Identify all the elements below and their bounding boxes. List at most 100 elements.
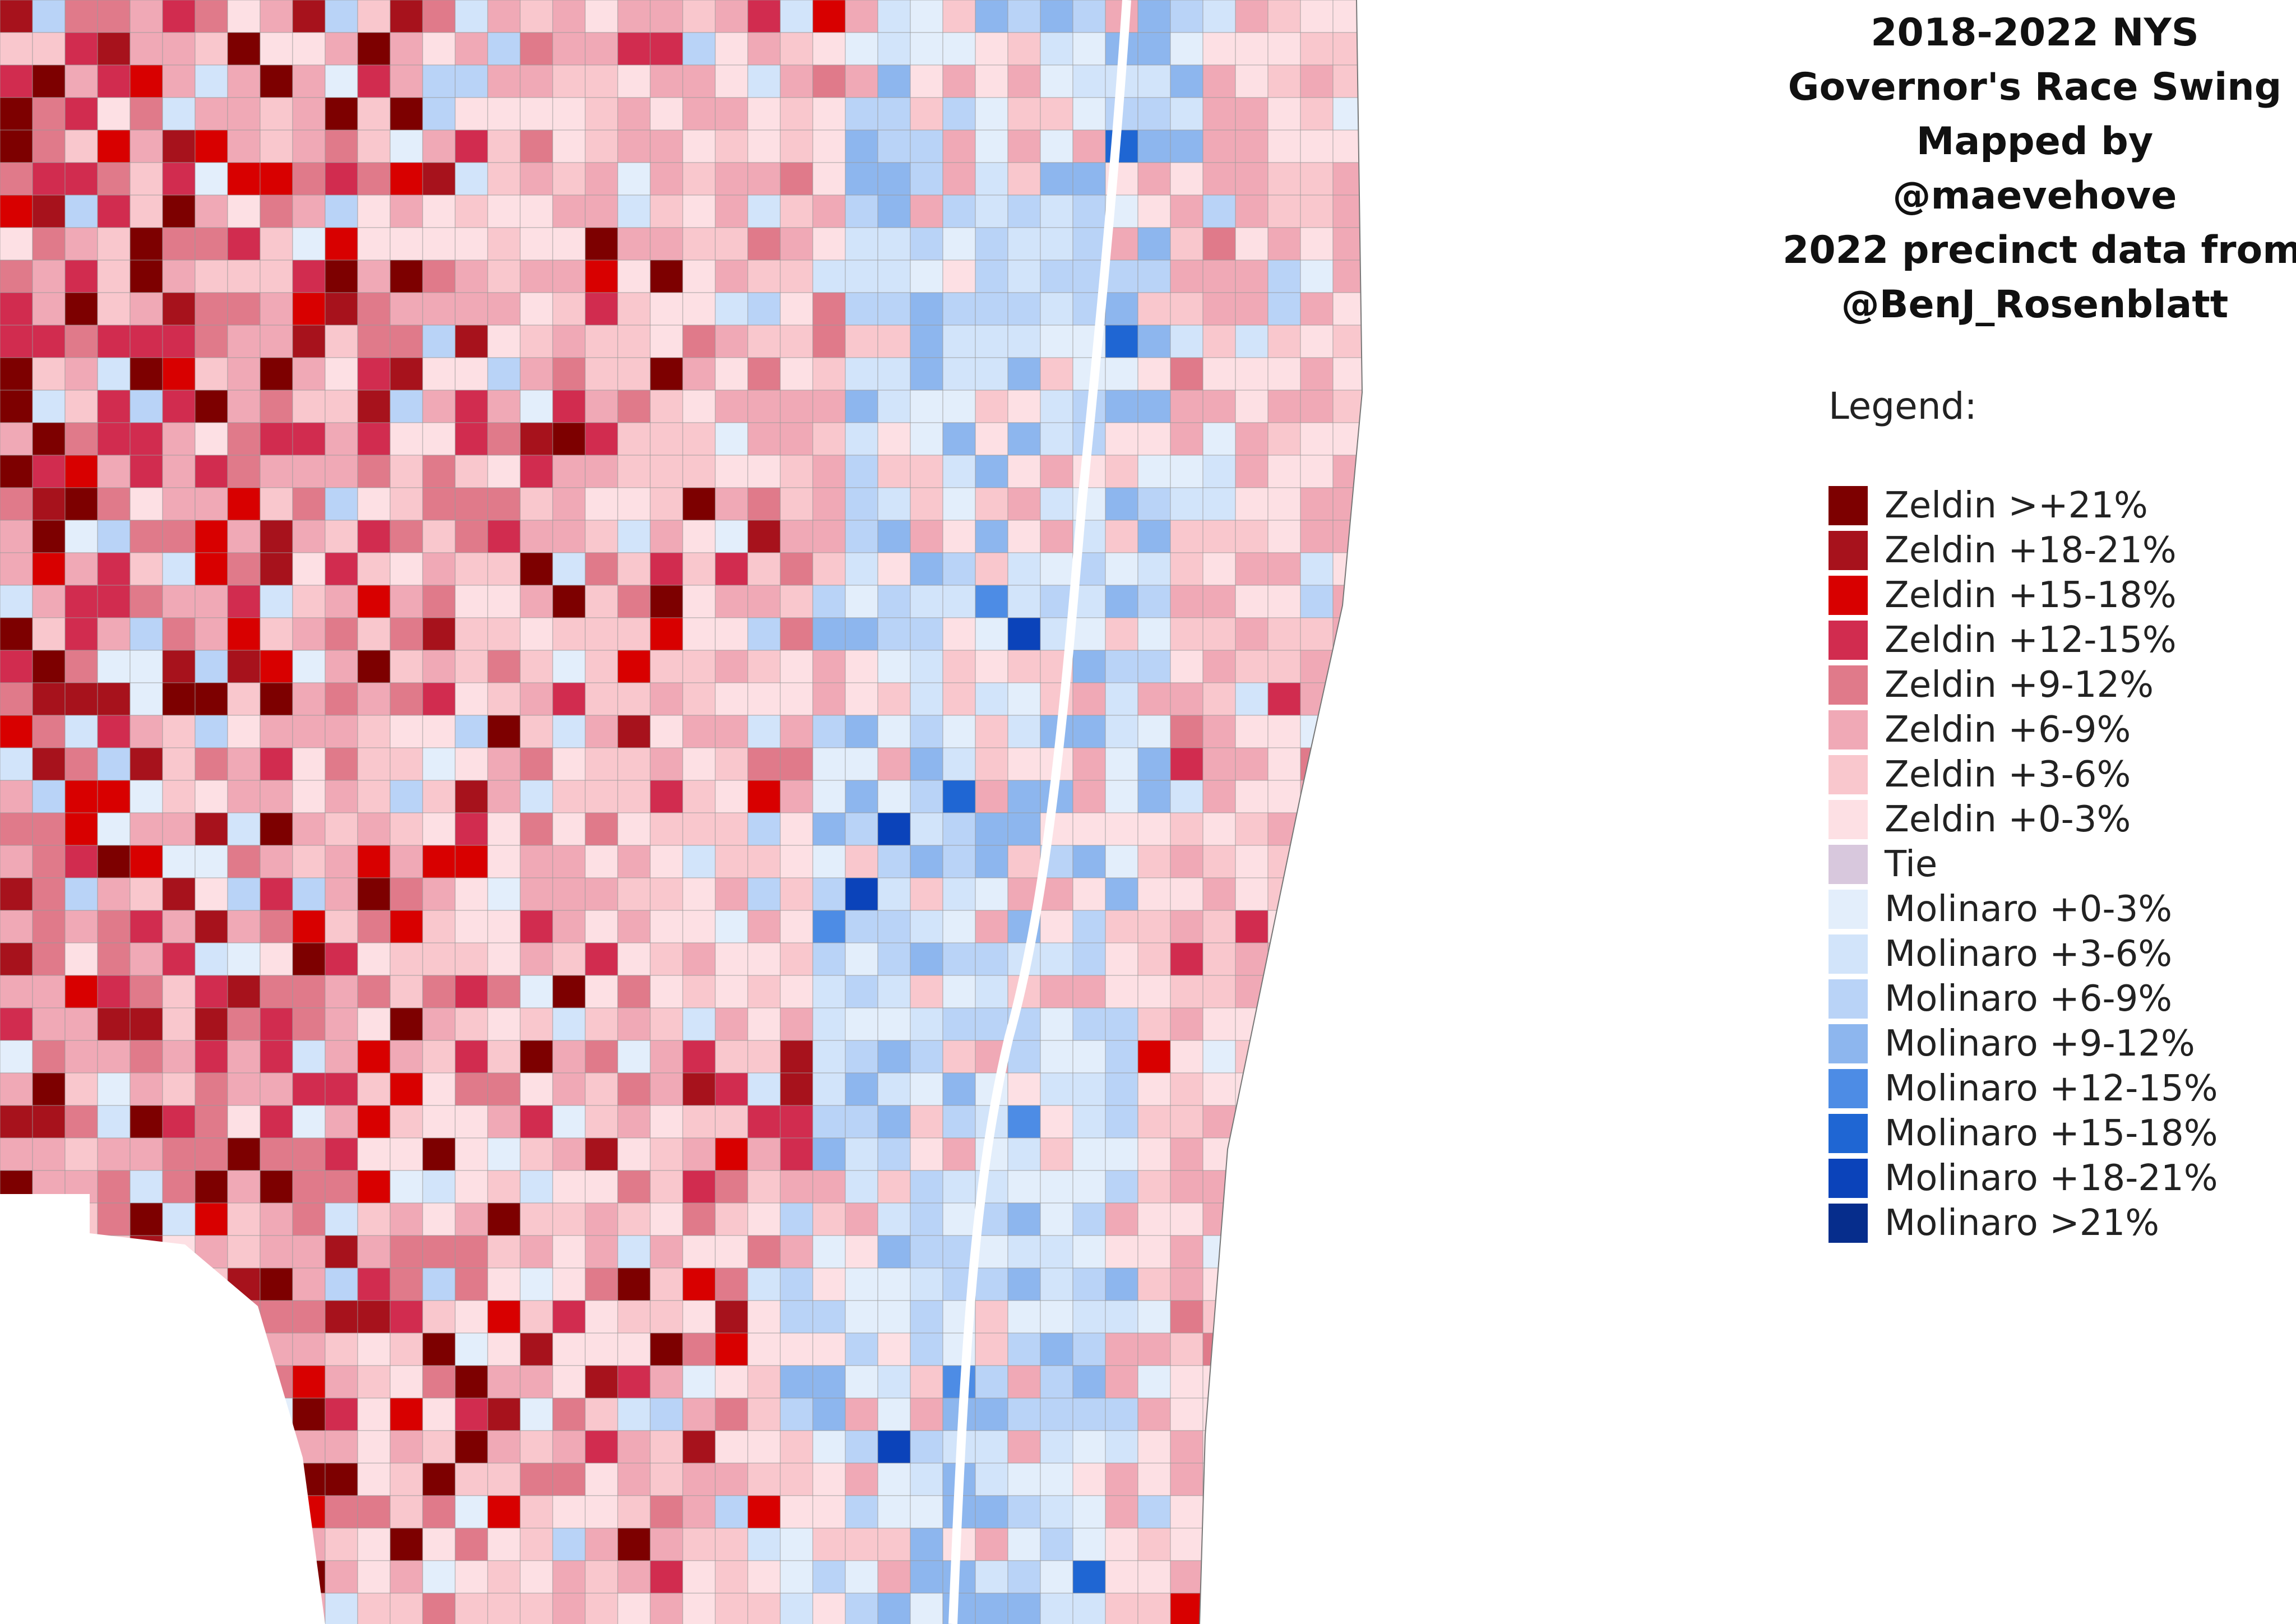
precinct-area	[1007, 260, 1041, 293]
precinct-area	[1170, 227, 1203, 261]
precinct-area	[910, 1267, 943, 1301]
precinct-area	[877, 97, 911, 131]
precinct-area	[260, 552, 293, 586]
precinct-area	[1170, 357, 1203, 391]
precinct-area	[455, 1267, 488, 1301]
precinct-area	[845, 64, 878, 98]
precinct-area	[97, 682, 131, 716]
precinct-area	[682, 682, 716, 716]
precinct-area	[1332, 942, 1362, 976]
precinct-area	[227, 1105, 261, 1139]
precinct-area	[1202, 1267, 1236, 1301]
precinct-area	[942, 1007, 976, 1041]
precinct-area	[1202, 780, 1236, 813]
precinct-area	[877, 32, 911, 66]
precinct-area	[1170, 520, 1203, 553]
precinct-area	[617, 552, 651, 586]
precinct-area	[422, 1560, 456, 1594]
precinct-area	[1267, 195, 1301, 228]
precinct-area	[487, 520, 521, 553]
precinct-area	[715, 520, 748, 553]
precinct-area	[325, 942, 358, 976]
precinct-area	[487, 1430, 521, 1464]
precinct-area	[357, 195, 391, 228]
precinct-area	[357, 1072, 391, 1106]
precinct-area	[1300, 1560, 1334, 1594]
precinct-area	[845, 682, 878, 716]
precinct-area	[877, 1300, 911, 1334]
precinct-area	[357, 910, 391, 943]
precinct-area	[0, 487, 33, 521]
precinct-area	[910, 195, 943, 228]
precinct-area	[877, 390, 911, 423]
precinct-area	[325, 325, 358, 358]
precinct-area	[487, 585, 521, 618]
precinct-area	[97, 32, 131, 66]
precinct-area	[1072, 1560, 1106, 1594]
precinct-area	[910, 1495, 943, 1529]
precinct-area	[390, 1560, 423, 1594]
precinct-area	[747, 1365, 781, 1399]
precinct-area	[812, 1528, 846, 1561]
precinct-area	[1040, 942, 1073, 976]
precinct-area	[1202, 942, 1236, 976]
precinct-area	[162, 845, 196, 878]
precinct-area	[32, 520, 66, 553]
precinct-area	[585, 1332, 618, 1366]
precinct-area	[1040, 1560, 1073, 1594]
precinct-area	[942, 1105, 976, 1139]
precinct-area	[260, 292, 293, 326]
precinct-area	[260, 1007, 293, 1041]
precinct-area	[617, 195, 651, 228]
precinct-area	[975, 1332, 1008, 1366]
precinct-area	[1235, 1007, 1269, 1041]
precinct-area	[1235, 64, 1269, 98]
precinct-area	[682, 1528, 716, 1561]
precinct-area	[64, 1072, 98, 1106]
precinct-area	[617, 390, 651, 423]
precinct-area	[162, 910, 196, 943]
precinct-area	[715, 357, 748, 391]
precinct-area	[357, 747, 391, 781]
precinct-area	[195, 455, 228, 488]
precinct-area	[682, 1463, 716, 1496]
precinct-area	[1365, 33, 1373, 65]
precinct-area	[260, 650, 293, 683]
legend-swatch	[1829, 1204, 1868, 1243]
legend-item: Molinaro +18-21%	[1829, 1156, 2218, 1201]
precinct-area	[292, 260, 326, 293]
precinct-area	[1007, 1072, 1041, 1106]
precinct-area	[975, 1007, 1008, 1041]
precinct-area	[1007, 715, 1041, 748]
precinct-area	[1170, 780, 1203, 813]
precinct-area	[162, 487, 196, 521]
precinct-area	[195, 357, 228, 391]
precinct-area	[975, 1560, 1008, 1594]
precinct-area	[1365, 1463, 1373, 1496]
precinct-area	[487, 942, 521, 976]
precinct-area	[325, 64, 358, 98]
precinct-area	[910, 1202, 943, 1236]
precinct-area	[520, 747, 553, 781]
precinct-area	[129, 1040, 163, 1074]
precinct-area	[1267, 942, 1301, 976]
precinct-area	[227, 617, 261, 651]
legend-item: Zeldin +0-3%	[1829, 797, 2218, 842]
precinct-area	[617, 1560, 651, 1594]
precinct-area	[1235, 715, 1269, 748]
precinct-area	[1072, 227, 1106, 261]
precinct-area	[1267, 1398, 1301, 1431]
precinct-area	[975, 1267, 1008, 1301]
precinct-area	[1072, 650, 1106, 683]
precinct-area	[975, 1365, 1008, 1399]
precinct-area	[877, 520, 911, 553]
precinct-area	[585, 422, 618, 456]
precinct-area	[129, 552, 163, 586]
precinct-area	[1267, 747, 1301, 781]
precinct-area	[715, 617, 748, 651]
precinct-area	[1332, 1528, 1362, 1561]
precinct-area	[812, 1072, 846, 1106]
precinct-area	[942, 682, 976, 716]
precinct-area	[617, 617, 651, 651]
precinct-area	[747, 390, 781, 423]
